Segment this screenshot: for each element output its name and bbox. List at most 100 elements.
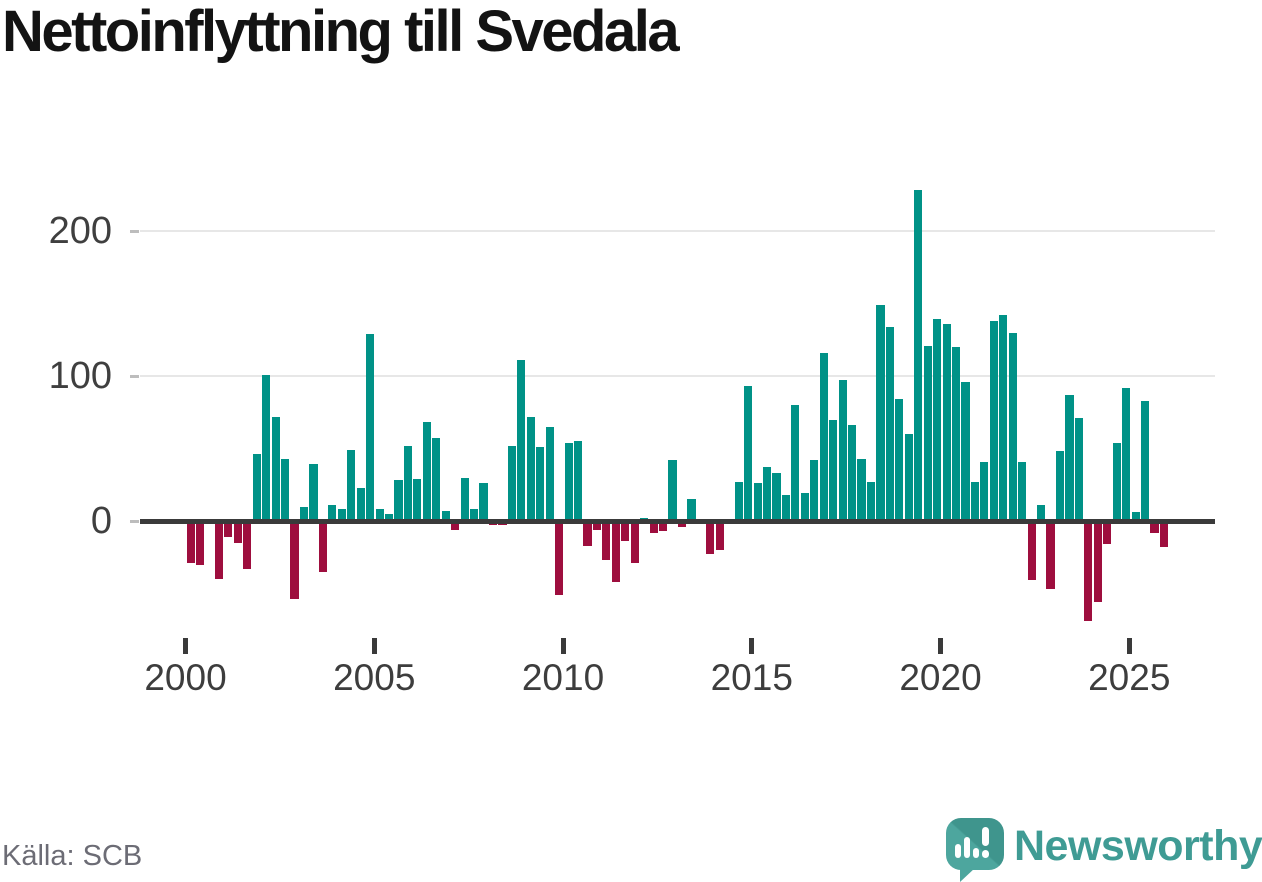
y-axis-tick-200	[130, 229, 139, 233]
bar-2014q1	[715, 521, 724, 550]
bar-2020q1	[942, 323, 951, 521]
chart-title: Nettoinflyttning till Svedala	[2, 0, 680, 64]
bar-2013q2	[687, 499, 696, 521]
newsworthy-brand-text: Newsworthy	[1014, 822, 1262, 870]
bar-2025q3	[1150, 521, 1159, 533]
bar-2022q4	[1046, 521, 1055, 590]
bar-2015q2	[762, 467, 772, 521]
bar-2022q3	[1037, 505, 1046, 521]
bar-2005q2	[384, 513, 394, 521]
bar-2021q2	[989, 320, 998, 521]
x-tick-2000	[183, 638, 188, 654]
bar-2010q3	[583, 521, 592, 546]
bar-2009q3	[545, 426, 554, 521]
bar-2005q3	[394, 480, 403, 521]
bar-2004q2	[347, 449, 356, 521]
bar-2020q2	[951, 347, 961, 521]
bar-2011q2	[611, 521, 620, 582]
bar-2015q4	[781, 494, 791, 521]
bar-2010q1	[564, 442, 573, 521]
y-axis-label-100: 100	[48, 355, 112, 397]
x-tick-2005	[371, 638, 377, 654]
bar-2016q3	[810, 460, 819, 521]
bar-2017q3	[848, 425, 857, 521]
bar-2004q1	[337, 509, 346, 521]
bar-2011q1	[602, 521, 611, 561]
bar-2021q1	[980, 461, 989, 521]
bar-2000q2	[195, 521, 205, 565]
bar-2006q3	[432, 438, 441, 521]
bar-2021q4	[1008, 332, 1017, 521]
x-tick-2020	[938, 638, 943, 654]
newsworthy-logo-icon	[946, 818, 1008, 882]
bar-2020q3	[961, 381, 970, 521]
bar-2011q4	[630, 521, 639, 564]
bar-2001q2	[233, 521, 242, 543]
bar-2016q1	[791, 405, 800, 521]
bar-2014q3	[734, 481, 743, 521]
bar-2007q2	[460, 477, 469, 521]
bar-2023q3	[1074, 418, 1083, 521]
bar-2023q2	[1065, 394, 1074, 521]
bar-2012q4	[668, 460, 677, 521]
bar-2002q3	[281, 458, 290, 521]
bar-2025q1	[1131, 512, 1140, 521]
logo-chart-bar-small	[955, 844, 961, 858]
bar-2025q2	[1140, 400, 1150, 521]
bar-2012q2	[649, 521, 658, 533]
bar-2005q1	[375, 509, 384, 521]
bar-2003q4	[328, 505, 337, 521]
bar-2024q1	[1093, 521, 1102, 603]
x-axis-label-2020: 2020	[899, 657, 982, 698]
bar-2009q1	[526, 416, 535, 521]
bar-2008q3	[507, 445, 516, 521]
bar-2005q4	[403, 445, 413, 521]
bar-2006q4	[441, 510, 450, 521]
bar-2015q1	[753, 483, 762, 521]
bar-2018q2	[876, 304, 885, 521]
bar-2007q3	[470, 509, 479, 521]
y-axis-label-200: 200	[48, 210, 112, 252]
bar-2006q2	[422, 422, 431, 521]
bar-2016q4	[819, 352, 828, 521]
logo-chart-bar-tall	[964, 837, 970, 858]
gridline-200	[140, 230, 1215, 232]
bar-2017q2	[838, 380, 847, 521]
bar-2006q1	[413, 478, 422, 521]
bar-2010q2	[573, 441, 583, 521]
bar-2024q4	[1122, 387, 1131, 521]
bar-2002q1	[262, 374, 271, 521]
bar-2004q3	[356, 487, 365, 521]
bar-2012q3	[659, 521, 668, 532]
bar-2024q3	[1112, 442, 1121, 521]
bar-2004q4	[366, 333, 375, 521]
bar-2008q4	[517, 360, 526, 521]
bar-2001q1	[224, 521, 233, 537]
bar-2003q1	[299, 506, 309, 521]
x-axis-label-2025: 2025	[1088, 657, 1171, 698]
x-axis-label-2015: 2015	[710, 657, 793, 698]
bar-2019q3	[923, 345, 932, 521]
bar-2019q2	[914, 190, 923, 521]
newsworthy-logo: Newsworthy	[946, 815, 1262, 882]
logo-exclamation-bar	[982, 827, 989, 846]
y-axis-label-0: 0	[90, 500, 112, 542]
bar-2018q3	[885, 326, 894, 521]
gridline-100	[140, 375, 1215, 377]
speech-bubble-tail	[960, 868, 975, 882]
bar-2002q2	[271, 416, 280, 521]
bar-2022q2	[1027, 521, 1036, 581]
bar-chart-plot: 0 100 200 2000 2005 2010 2015 2020 2025	[48, 190, 1215, 698]
bar-2001q3	[243, 521, 252, 569]
bar-2019q1	[904, 434, 913, 521]
x-tick-2025	[1126, 638, 1132, 654]
bar-2021q3	[999, 315, 1008, 521]
x-tick-2010	[560, 638, 566, 654]
bar-2009q2	[536, 447, 545, 521]
bar-2001q4	[252, 454, 261, 521]
bar-2011q3	[621, 521, 630, 542]
x-tick-2015	[749, 638, 755, 654]
bar-2007q1	[451, 521, 460, 530]
x-axis-label-2010: 2010	[521, 657, 605, 698]
